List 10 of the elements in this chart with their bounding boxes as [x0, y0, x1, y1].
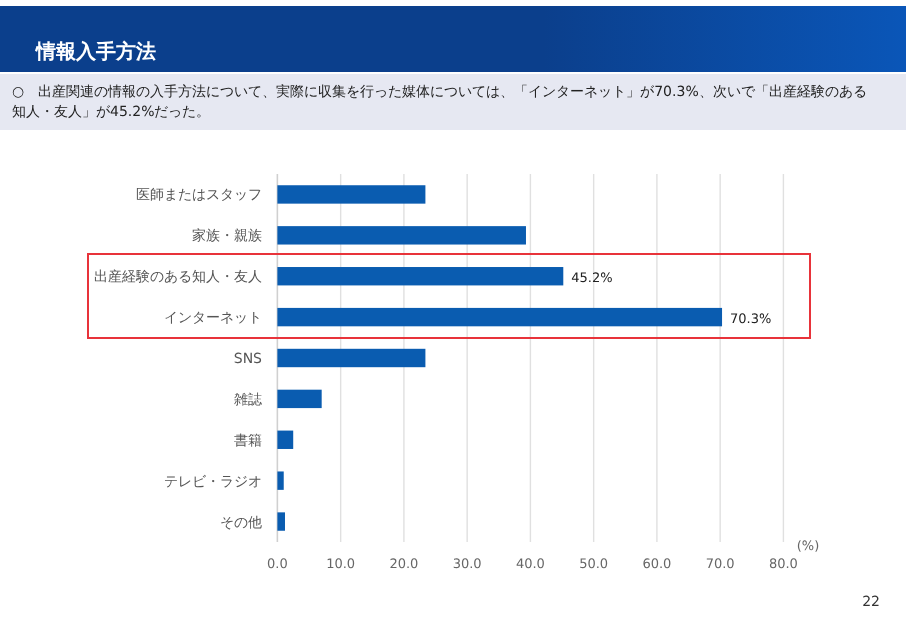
bar: [277, 307, 723, 327]
text: 情報入手方法: [34, 40, 156, 64]
bar: [277, 348, 426, 368]
bar: [277, 471, 284, 490]
bar: [277, 226, 526, 245]
bar: [277, 267, 564, 286]
bar: [277, 512, 285, 531]
bar: [277, 430, 294, 449]
bar: [277, 185, 426, 204]
bar: [277, 389, 322, 409]
